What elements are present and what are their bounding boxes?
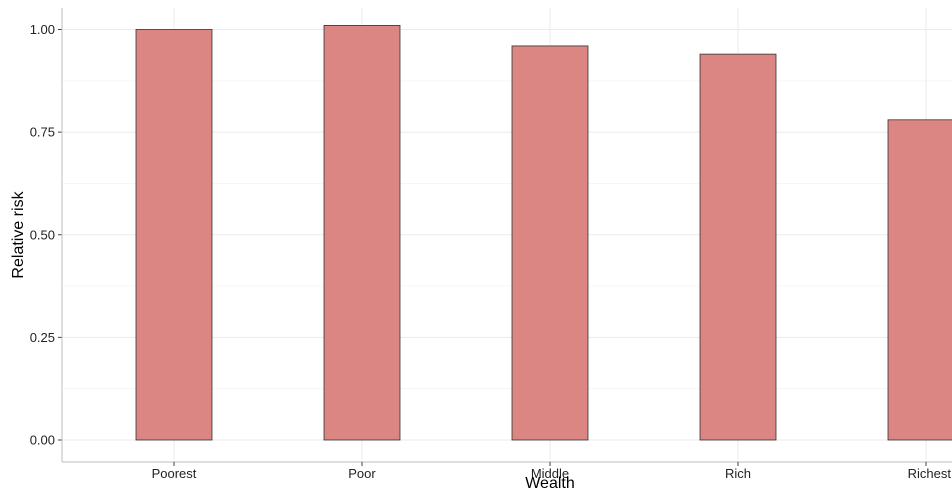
- y-tick-label: 0.25: [30, 330, 55, 345]
- x-tick-label: Richest: [908, 466, 952, 481]
- y-tick-label: 0.50: [30, 227, 55, 242]
- bar-poorest: [135, 29, 213, 441]
- axes: 0.00 0.25 0.50 0.75 1.00 Poorest Poor Middle Ric…: [30, 8, 952, 481]
- bar-poor: [323, 24, 401, 441]
- y-tick-label: 0.00: [30, 433, 55, 448]
- x-tick-label: Rich: [725, 466, 751, 481]
- bar-rich: [699, 53, 777, 441]
- x-axis-title: Wealth: [525, 475, 575, 490]
- x-tick-label: Poor: [348, 466, 376, 481]
- x-tick-label: Middle: [531, 466, 569, 481]
- x-tick-label: Poorest: [152, 466, 197, 481]
- y-axis-title: Relative risk: [10, 190, 27, 278]
- bars: [135, 24, 952, 441]
- bar-middle: [511, 45, 589, 441]
- y-tick-label: 1.00: [30, 22, 55, 37]
- y-tick-label: 0.75: [30, 125, 55, 140]
- bar-richest: [887, 119, 952, 441]
